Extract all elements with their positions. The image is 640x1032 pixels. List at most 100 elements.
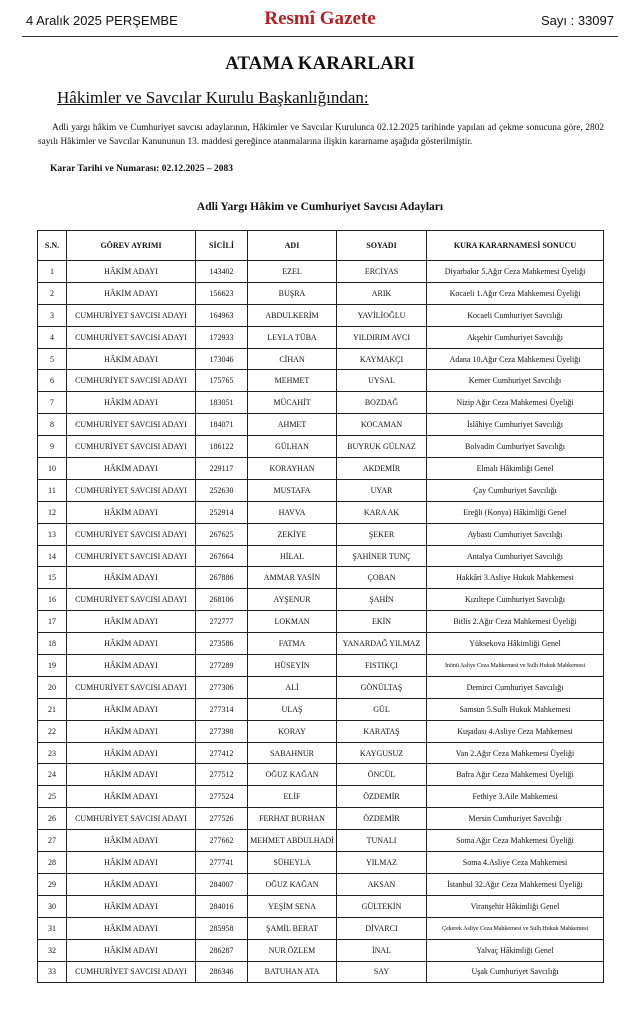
cell: CUMHURİYET SAVCISI ADAYI [66, 544, 196, 568]
table-row: 5 HÂKİM ADAYI 173046 CİHAN KAYMAKÇI Adana 10.… [37, 347, 604, 371]
cell: 173046 [195, 347, 248, 371]
cell: ABDULKERİM [247, 303, 337, 327]
table-row: 11 CUMHURİYET SAVCISI ADAYI 252630 MUSTAFA U… [37, 478, 604, 502]
table-title: Adli Yargı Hâkim ve Cumhuriyet Savcısı A… [196, 201, 444, 213]
cell: SÜHEYLA [247, 851, 337, 874]
cell: GÖNÜLTAŞ [336, 675, 427, 699]
cell: İnönü Asliye Ceza Mahkemesi ve Sulh Huku… [426, 654, 604, 677]
cell: 15 [37, 566, 67, 590]
cell: Kocaeli Cumhuriyet Savcılığı [426, 303, 604, 327]
cell: Demirci Cumhuriyet Savcılığı [426, 675, 604, 699]
cell: HÂKİM ADAYI [66, 829, 196, 853]
cell: 172933 [195, 325, 248, 349]
cell: 31 [37, 916, 67, 940]
cell: BOZDAĞ [336, 391, 427, 415]
cell: EKİN [336, 610, 427, 634]
cell: 229117 [195, 457, 248, 480]
table-body: 1 HÂKİM ADAYI 143402 EZEL ERCİYAS Diyarbakır … [37, 260, 604, 984]
cell: HÂKİM ADAYI [66, 851, 196, 874]
cell: Aybastı Cumhuriyet Savcılığı [426, 522, 604, 546]
table-row: 8 CUMHURİYET SAVCISI ADAYI 184071 AHMET KOCA… [37, 413, 604, 437]
table-row: 27 HÂKİM ADAYI 277662 MEHMET ABDULHADİ TUNAL… [37, 829, 604, 853]
cell: 24 [37, 763, 67, 787]
cell: Kemer Cumhuriyet Savcılığı [426, 369, 604, 393]
cell: Çay Cumhuriyet Savcılığı [426, 478, 604, 502]
cell: İstanbul 32.Ağır Ceza Mahkemesi Üyeliği [426, 872, 604, 896]
cell: Soma Ağır Ceza Mahkemesi Üyeliği [426, 829, 604, 853]
cell: 143402 [195, 260, 248, 283]
cell: Hakkâri 3.Asliye Hukuk Mahkemesi [426, 566, 604, 590]
cell: YEŞİM SENA [247, 894, 337, 918]
cell: Çekerek Asliye Ceza Mahkemesi ve Sulh Hu… [426, 916, 604, 940]
cell: 16 [37, 588, 67, 612]
cell: KAYMAKÇI [336, 347, 427, 371]
cell: CUMHURİYET SAVCISI ADAYI [66, 369, 196, 393]
table-row: 24 HÂKİM ADAYI 277512 OĞUZ KAĞAN ÖNCÜL Bafra … [37, 763, 604, 787]
cell: 277398 [195, 719, 248, 743]
cell: GÜLHAN [247, 435, 337, 459]
cell: MEHMET ABDULHADİ [247, 829, 337, 853]
cell: Mersin Cumhuriyet Savcılığı [426, 807, 604, 831]
cell: CUMHURİYET SAVCISI ADAYI [66, 588, 196, 612]
cell: ŞEKER [336, 522, 427, 546]
cell: 267886 [195, 566, 248, 590]
cell: 13 [37, 522, 67, 546]
cell: Van 2.Ağır Ceza Mahkemesi Üyeliği [426, 741, 604, 765]
table-row: 29 HÂKİM ADAYI 284007 OĞUZ KAĞAN AKSAN İstanb… [37, 872, 604, 896]
cell: 17 [37, 610, 67, 634]
cell: 164963 [195, 303, 248, 327]
table-row: 21 HÂKİM ADAYI 277314 ULAŞ GÜL Samsun 5.Sulh … [37, 697, 604, 721]
cell: 184071 [195, 413, 248, 437]
cell: ALİ [247, 675, 337, 699]
column-header: GÖREV AYRIMI [66, 230, 196, 261]
table-row: 4 CUMHURİYET SAVCISI ADAYI 172933 LEYLA TÜB… [37, 325, 604, 349]
paragraph: Adli yargı hâkim ve Cumhuriyet savcısı a… [38, 123, 604, 147]
cell: HİLAL [247, 544, 337, 568]
header-row: S.N. GÖREV AYRIMI SİCİLİ ADI SOYADI KURA KARA… [37, 230, 604, 261]
cell: ÇOBAN [336, 566, 427, 590]
cell: AKSAN [336, 872, 427, 896]
cell: 277314 [195, 697, 248, 721]
table-row: 32 HÂKİM ADAYI 286287 NUR ÖZLEM İNAL Yalvaç H… [37, 938, 604, 962]
cell: 156623 [195, 281, 248, 305]
cell: Fethiye 3.Aile Mahkemesi [426, 785, 604, 809]
cell: 9 [37, 435, 67, 459]
cell: 286346 [195, 960, 248, 984]
cell: ÖNCÜL [336, 763, 427, 787]
cell: 23 [37, 741, 67, 765]
table-row: 6 CUMHURİYET SAVCISI ADAYI 175765 MEHMET UYS… [37, 369, 604, 393]
subtitle: Hâkimler ve Savcılar Kurulu Başkanlığınd… [57, 88, 369, 107]
cell: 267625 [195, 522, 248, 546]
cell: Yüksekova Hâkimliği Genel [426, 632, 604, 656]
cell: HÂKİM ADAYI [66, 654, 196, 677]
cell: Kızıltepe Cumhuriyet Savcılığı [426, 588, 604, 612]
cell: 27 [37, 829, 67, 853]
table-row: 10 HÂKİM ADAYI 229117 KORAYHAN AKDEMİR Elmalı… [37, 457, 604, 480]
cell: ELİF [247, 785, 337, 809]
cell: 18 [37, 632, 67, 656]
cell: MÜCAHİT [247, 391, 337, 415]
cell: İNAL [336, 938, 427, 962]
cell: LEYLA TÜBA [247, 325, 337, 349]
cell: 284007 [195, 872, 248, 896]
cell: Nizip Ağır Ceza Mahkemesi Üyeliği [426, 391, 604, 415]
table-row: 23 HÂKİM ADAYI 277412 SABAHNUR KAYGUSUZ Van 2… [37, 741, 604, 765]
cell: OĞUZ KAĞAN [247, 872, 337, 896]
table-row: 17 HÂKİM ADAYI 272777 LOKMAN EKİN Bitlis 2.Ağ… [37, 610, 604, 634]
cell: 277306 [195, 675, 248, 699]
cell: HÂKİM ADAYI [66, 457, 196, 480]
cell: MEHMET [247, 369, 337, 393]
cell: 12 [37, 500, 67, 524]
cell: 8 [37, 413, 67, 437]
cell: MUSTAFA [247, 478, 337, 502]
cell: 268106 [195, 588, 248, 612]
cell: 21 [37, 697, 67, 721]
cell: CUMHURİYET SAVCISI ADAYI [66, 435, 196, 459]
cell: AYŞENUR [247, 588, 337, 612]
cell: OĞUZ KAĞAN [247, 763, 337, 787]
cell: 267664 [195, 544, 248, 568]
cell: KARATAŞ [336, 719, 427, 743]
cell: 25 [37, 785, 67, 809]
table-row: 1 HÂKİM ADAYI 143402 EZEL ERCİYAS Diyarbakır … [37, 260, 604, 283]
